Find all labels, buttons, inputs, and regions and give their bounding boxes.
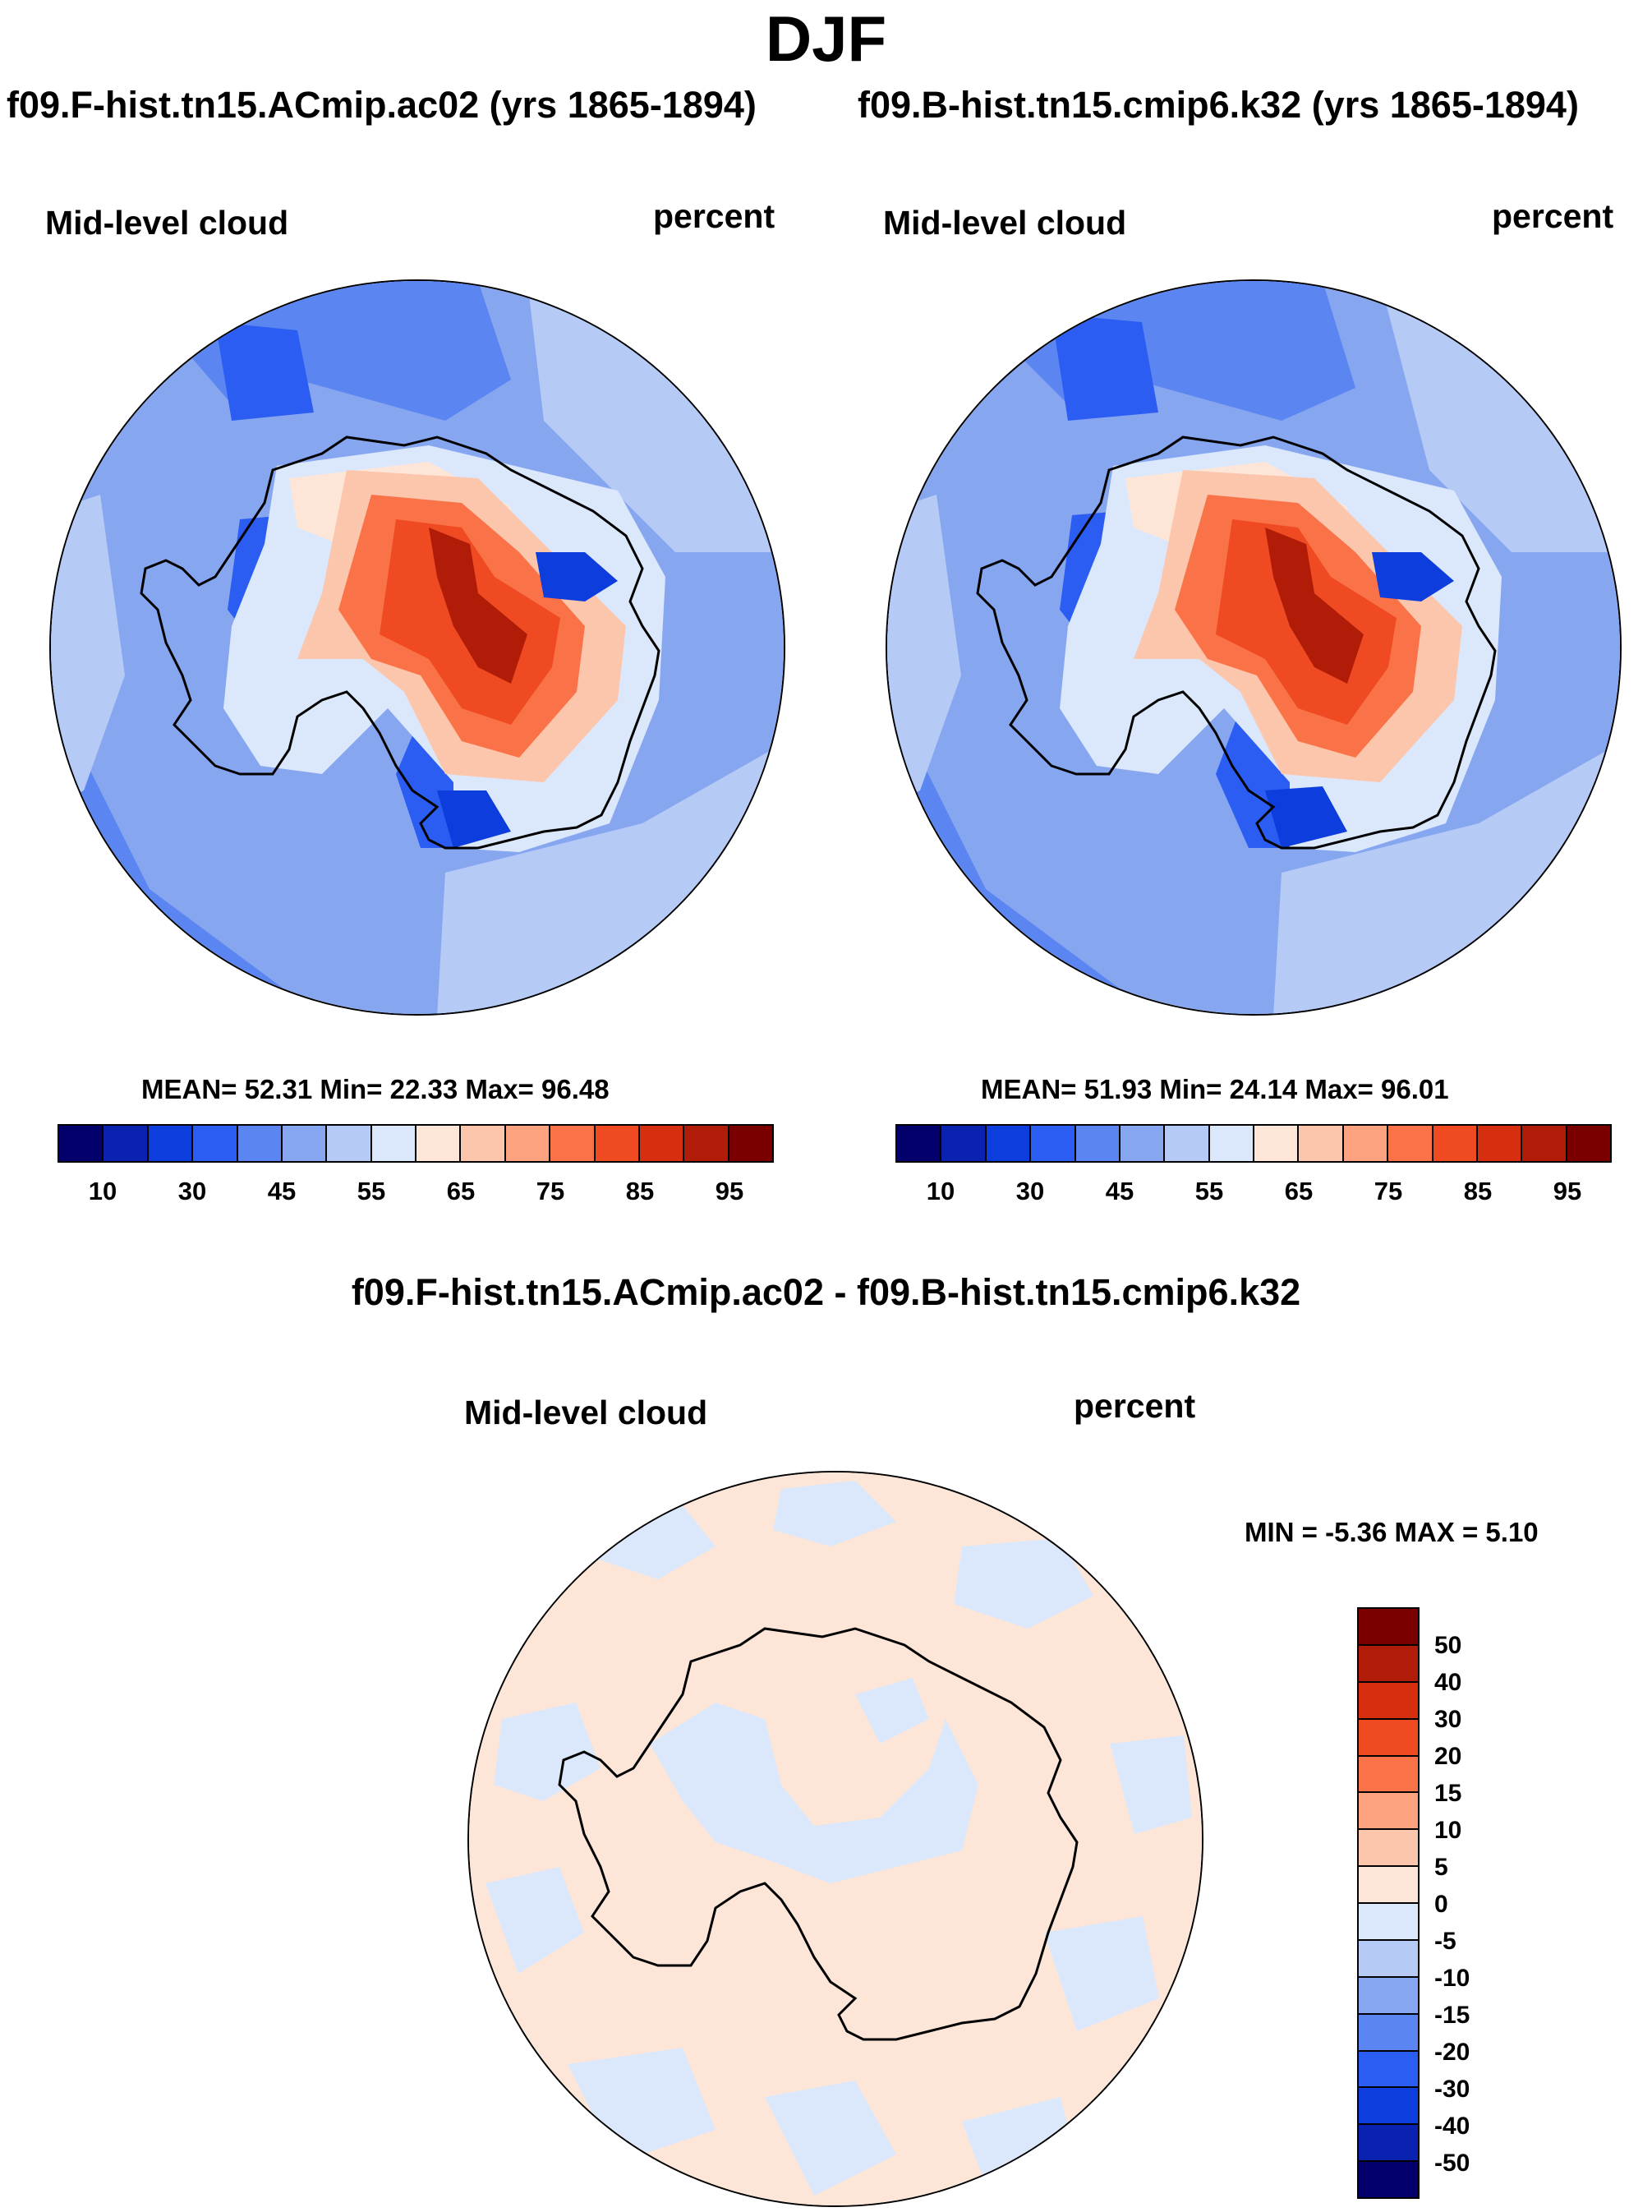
diff-stats: MIN = -5.36 MAX = 5.10 xyxy=(1245,1517,1539,1547)
colorbar-tick-label: 55 xyxy=(357,1177,386,1205)
diff-colorbar-tick: -10 xyxy=(1434,1965,1470,1992)
colorbar-swatch xyxy=(941,1126,987,1161)
colorbar-swatch xyxy=(1359,2088,1418,2126)
colorbar-tick-label: 75 xyxy=(536,1177,565,1205)
colorbar-swatch xyxy=(327,1126,372,1161)
colorbar-swatch xyxy=(1388,1126,1433,1161)
diff-colorbar-tick: 10 xyxy=(1434,1817,1462,1844)
colorbar-swatch xyxy=(1359,2125,1418,2163)
diff-colorbar xyxy=(1357,1607,1420,2199)
diff-colorbar-tick: 15 xyxy=(1434,1780,1462,1807)
colorbar-tick-label: 30 xyxy=(1015,1177,1045,1205)
colorbar-swatch xyxy=(59,1126,104,1161)
colorbar-swatch xyxy=(1567,1126,1610,1161)
colorbar-swatch xyxy=(1359,1682,1418,1720)
colorbar-swatch xyxy=(1165,1126,1210,1161)
panel1-units-label: percent xyxy=(653,197,775,235)
colorbar-swatch xyxy=(1359,2014,1418,2052)
colorbar-swatch xyxy=(1359,1830,1418,1868)
colorbar-tick-label: 55 xyxy=(1194,1177,1224,1205)
colorbar-swatch xyxy=(1254,1126,1300,1161)
colorbar-swatch xyxy=(282,1126,328,1161)
panel1-title: f09.F-hist.tn15.ACmip.ac02 (yrs 1865-189… xyxy=(7,84,757,126)
panel2-colorbar xyxy=(895,1124,1612,1163)
diff-map xyxy=(467,1471,1203,2207)
colorbar-swatch xyxy=(1359,2162,1418,2197)
colorbar-swatch xyxy=(148,1126,194,1161)
colorbar-swatch xyxy=(1359,1977,1418,2015)
diff-colorbar-tick: -5 xyxy=(1434,1928,1456,1955)
colorbar-swatch xyxy=(986,1126,1032,1161)
colorbar-tick-label: 95 xyxy=(715,1177,744,1205)
diff-colorbar-tick: 50 xyxy=(1434,1632,1462,1659)
diff-units-label: percent xyxy=(1074,1387,1196,1425)
colorbar-swatch xyxy=(461,1126,506,1161)
colorbar-swatch xyxy=(897,1126,942,1161)
colorbar-swatch xyxy=(639,1126,685,1161)
colorbar-swatch xyxy=(1522,1126,1567,1161)
colorbar-tick-label: 65 xyxy=(446,1177,476,1205)
colorbar-swatch xyxy=(1299,1126,1344,1161)
panel2-map xyxy=(886,279,1622,1016)
colorbar-swatch xyxy=(729,1126,772,1161)
panel1-variable-label: Mid-level cloud xyxy=(45,204,289,242)
panel2-units-label: percent xyxy=(1492,197,1614,235)
diff-colorbar-tick: -40 xyxy=(1434,2113,1470,2140)
colorbar-swatch xyxy=(237,1126,283,1161)
diff-colorbar-tick: 20 xyxy=(1434,1743,1462,1770)
colorbar-swatch xyxy=(1120,1126,1166,1161)
colorbar-swatch xyxy=(416,1126,462,1161)
colorbar-swatch xyxy=(1359,2051,1418,2089)
colorbar-swatch xyxy=(595,1126,640,1161)
colorbar-tick-label: 45 xyxy=(1105,1177,1134,1205)
colorbar-swatch xyxy=(1359,1609,1418,1646)
colorbar-swatch xyxy=(193,1126,238,1161)
panel2-title: f09.B-hist.tn15.cmip6.k32 (yrs 1865-1894… xyxy=(858,84,1579,126)
colorbar-tick-label: 95 xyxy=(1553,1177,1582,1205)
colorbar-swatch xyxy=(1359,1793,1418,1831)
panel1-stats: MEAN= 52.31 Min= 22.33 Max= 96.48 xyxy=(141,1074,610,1104)
colorbar-swatch xyxy=(1359,1904,1418,1941)
panel2-stats: MEAN= 51.93 Min= 24.14 Max= 96.01 xyxy=(981,1074,1449,1104)
figure-title: DJF xyxy=(765,2,887,75)
colorbar-swatch xyxy=(1477,1126,1523,1161)
diff-colorbar-tick: -50 xyxy=(1434,2150,1470,2177)
colorbar-swatch xyxy=(1359,1719,1418,1757)
colorbar-swatch xyxy=(684,1126,729,1161)
colorbar-swatch xyxy=(550,1126,596,1161)
diff-colorbar-tick: 40 xyxy=(1434,1669,1462,1696)
diff-colorbar-tick: -20 xyxy=(1434,2039,1470,2066)
colorbar-tick-label: 65 xyxy=(1284,1177,1314,1205)
colorbar-tick-label: 85 xyxy=(625,1177,655,1205)
colorbar-tick-label: 45 xyxy=(267,1177,297,1205)
colorbar-swatch xyxy=(371,1126,416,1161)
colorbar-swatch xyxy=(1359,1867,1418,1904)
colorbar-swatch xyxy=(1343,1126,1389,1161)
colorbar-tick-label: 85 xyxy=(1463,1177,1493,1205)
diff-variable-label: Mid-level cloud xyxy=(464,1394,708,1431)
colorbar-swatch xyxy=(1433,1126,1478,1161)
colorbar-tick-label: 10 xyxy=(926,1177,955,1205)
diff-colorbar-tick: -30 xyxy=(1434,2076,1470,2103)
panel2-variable-label: Mid-level cloud xyxy=(883,204,1127,242)
colorbar-tick-label: 10 xyxy=(88,1177,117,1205)
colorbar-swatch xyxy=(505,1126,551,1161)
colorbar-tick-label: 30 xyxy=(177,1177,207,1205)
colorbar-swatch xyxy=(1359,1940,1418,1978)
diff-colorbar-tick: 5 xyxy=(1434,1854,1448,1881)
colorbar-swatch xyxy=(1031,1126,1076,1161)
diff-title: f09.F-hist.tn15.ACmip.ac02 - f09.B-hist.… xyxy=(351,1271,1301,1313)
colorbar-swatch xyxy=(1209,1126,1254,1161)
diff-colorbar-tick: 30 xyxy=(1434,1706,1462,1733)
colorbar-swatch xyxy=(1359,1645,1418,1683)
panel1-colorbar xyxy=(58,1124,774,1163)
colorbar-swatch xyxy=(104,1126,149,1161)
colorbar-swatch xyxy=(1359,1756,1418,1794)
diff-colorbar-tick: -15 xyxy=(1434,2002,1470,2029)
colorbar-swatch xyxy=(1075,1126,1121,1161)
colorbar-tick-label: 75 xyxy=(1374,1177,1403,1205)
diff-colorbar-tick: 0 xyxy=(1434,1891,1448,1918)
panel1-map xyxy=(49,279,785,1016)
